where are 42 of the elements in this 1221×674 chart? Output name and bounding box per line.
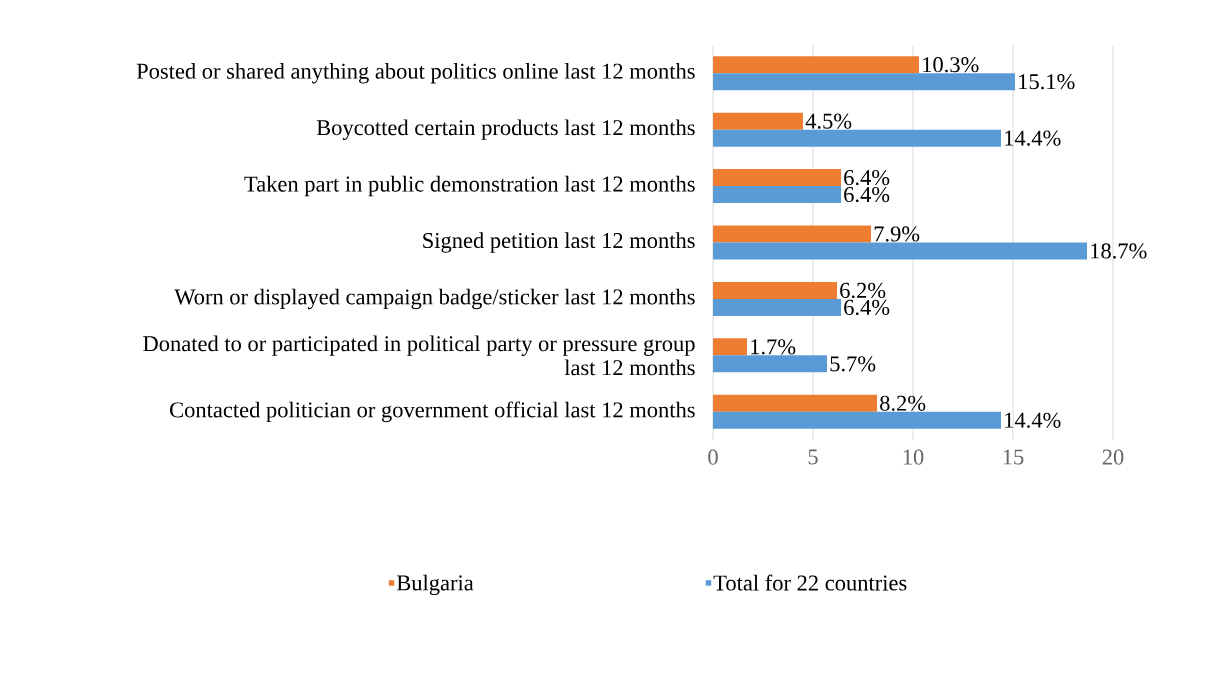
data-label: 14.4% <box>1005 412 1061 428</box>
y-tick-label: Contacted politician or government official last 12 months <box>170 401 695 423</box>
data-label: 4.5% <box>805 113 852 129</box>
x-tick-label: 20 <box>1102 449 1124 465</box>
bar <box>713 394 877 412</box>
bar <box>713 73 1015 91</box>
data-label: 8.2% <box>880 395 926 411</box>
data-label: 1.7% <box>751 339 796 355</box>
bar <box>713 169 841 187</box>
x-tick-label: 0 <box>708 449 718 465</box>
y-tick-label: Signed petition last 12 months <box>423 232 695 253</box>
y-tick-label: Donated to or participated in political party or pressure group last 12 months <box>143 335 695 376</box>
bar <box>713 112 803 130</box>
data-label: 5.7% <box>830 356 876 372</box>
data-label: 6.4% <box>844 299 890 316</box>
x-tick-label: 15 <box>1003 449 1024 465</box>
bar <box>713 186 841 204</box>
bar <box>713 298 841 316</box>
bar <box>713 129 1001 147</box>
data-label: 6.2% <box>840 282 886 299</box>
data-label: 6.4% <box>844 186 890 203</box>
bar <box>713 225 871 243</box>
bar <box>713 242 1087 260</box>
legend-label: Total for 22 countries <box>713 574 907 591</box>
bar <box>713 411 1001 429</box>
bar <box>713 281 837 299</box>
x-tick-label: 10 <box>903 449 924 465</box>
bar <box>713 56 919 74</box>
data-label: 18.7% <box>1091 243 1147 259</box>
data-label: 7.9% <box>874 226 920 242</box>
data-label: 14.4% <box>1005 130 1061 146</box>
data-label: 10.3% <box>923 57 979 73</box>
data-label: 6.4% <box>844 169 890 186</box>
y-tick-label: Boycotted certain products last 12 months <box>316 119 695 140</box>
y-tick-label: Worn or displayed campaign badge/sticker last 12 months <box>174 288 695 310</box>
bar <box>713 355 827 373</box>
x-tick-label: 5 <box>808 449 818 465</box>
y-tick-label: Taken part in public demonstration last 12 months <box>244 175 695 197</box>
y-tick-label: Posted or shared anything about politics online last 12 months <box>136 62 695 84</box>
data-label: 15.1% <box>1019 74 1075 90</box>
bar <box>713 338 747 356</box>
legend-label: Bulgaria <box>396 574 474 596</box>
